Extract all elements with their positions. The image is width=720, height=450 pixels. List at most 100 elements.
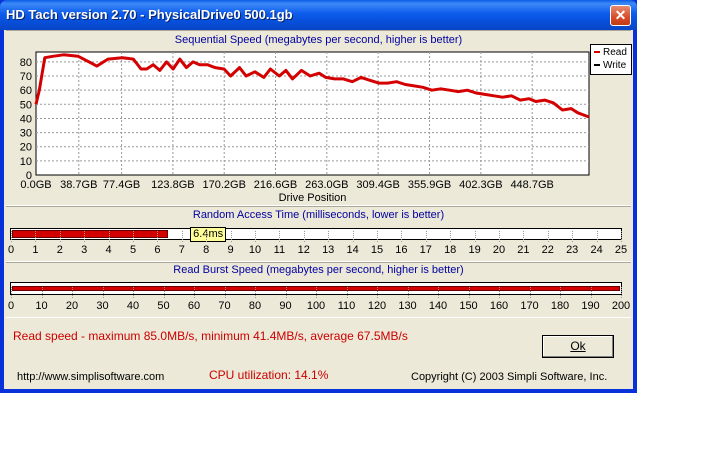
x-tick-label: 448.7GB bbox=[510, 179, 553, 191]
tick-gridline bbox=[206, 231, 208, 242]
tick-gridline bbox=[590, 287, 592, 298]
tick-label: 15 bbox=[370, 244, 384, 256]
y-tick-label: 20 bbox=[20, 142, 32, 154]
tick-label: 180 bbox=[550, 300, 570, 312]
x-tick-label: 38.7GB bbox=[60, 179, 97, 191]
tick-gridline bbox=[596, 231, 598, 242]
tick-label: 12 bbox=[297, 244, 310, 256]
random-access-value: 6.4ms bbox=[190, 227, 227, 242]
tick-label: 5 bbox=[129, 244, 137, 256]
tick-label: 21 bbox=[517, 244, 530, 256]
tick-label: 18 bbox=[444, 244, 457, 256]
tick-gridline bbox=[450, 231, 452, 242]
random-access-panel: Random Access Time (milliseconds, lower … bbox=[6, 206, 631, 262]
tick-label: 9 bbox=[227, 244, 234, 256]
y-tick-label: 70 bbox=[20, 71, 32, 83]
tick-label: 11 bbox=[273, 244, 286, 256]
close-button[interactable]: ✕ bbox=[610, 5, 631, 26]
tick-gridline bbox=[499, 287, 500, 298]
tick-gridline bbox=[468, 287, 470, 298]
x-tick-label: 355.9GB bbox=[408, 179, 451, 191]
legend-write: Write bbox=[594, 60, 626, 71]
tick-gridline bbox=[285, 287, 287, 298]
random-access-fill bbox=[12, 230, 169, 238]
y-tick-label: 0 bbox=[26, 170, 32, 182]
window-title: HD Tach version 2.70 - PhysicalDrive0 50… bbox=[6, 7, 293, 22]
tick-gridline bbox=[377, 231, 378, 242]
cpu-utilization: CPU utilization: 14.1% bbox=[209, 368, 329, 382]
y-tick-label: 50 bbox=[20, 99, 32, 111]
tick-gridline bbox=[474, 231, 476, 242]
title-bar[interactable]: HD Tach version 2.70 - PhysicalDrive0 50… bbox=[0, 0, 637, 30]
tick-gridline bbox=[328, 231, 330, 242]
tick-label: 7 bbox=[178, 244, 185, 256]
tick-label: 8 bbox=[203, 244, 210, 256]
tick-gridline bbox=[133, 231, 134, 242]
ok-button-label: Ok bbox=[570, 339, 586, 353]
sequential-panel: Sequential Speed (megabytes per second, … bbox=[6, 30, 632, 206]
tick-gridline bbox=[72, 287, 73, 298]
tick-gridline bbox=[108, 231, 110, 242]
random-access-title: Random Access Time (milliseconds, lower … bbox=[192, 209, 445, 221]
chart-legend: Read Write bbox=[590, 44, 632, 75]
tick-gridline bbox=[303, 231, 305, 242]
plot-area bbox=[35, 51, 590, 176]
tick-gridline bbox=[102, 287, 104, 298]
tick-gridline bbox=[621, 287, 622, 298]
tick-gridline bbox=[279, 231, 281, 242]
tick-gridline bbox=[316, 287, 317, 298]
tick-label: 22 bbox=[541, 244, 554, 256]
y-tick-label: 60 bbox=[20, 85, 32, 97]
tick-label: 2 bbox=[56, 244, 63, 256]
tick-label: 130 bbox=[398, 300, 417, 312]
tick-gridline bbox=[157, 231, 159, 242]
x-tick-label: 263.0GB bbox=[305, 179, 348, 191]
tick-label: 20 bbox=[492, 244, 506, 256]
tick-label: 120 bbox=[367, 300, 387, 312]
tick-label: 16 bbox=[395, 244, 408, 256]
tick-gridline bbox=[255, 287, 256, 298]
tick-label: 60 bbox=[187, 300, 201, 312]
read-speed-summary: Read speed - maximum 85.0MB/s, minimum 4… bbox=[13, 329, 408, 343]
tick-gridline bbox=[133, 287, 134, 298]
sequential-title: Sequential Speed (megabytes per second, … bbox=[174, 34, 463, 46]
burst-title: Read Burst Speed (megabytes per second, … bbox=[173, 264, 464, 276]
tick-gridline bbox=[499, 231, 500, 242]
tick-gridline bbox=[194, 287, 195, 298]
legend-write-label: Write bbox=[603, 60, 627, 71]
y-tick-label: 80 bbox=[20, 57, 32, 69]
tick-gridline bbox=[529, 287, 531, 298]
website-link[interactable]: http://www.simplisoftware.com bbox=[17, 371, 165, 383]
y-tick-label: 40 bbox=[20, 113, 32, 125]
x-tick-label: 0.0GB bbox=[20, 179, 51, 191]
tick-gridline bbox=[59, 231, 61, 242]
tick-label: 10 bbox=[35, 300, 48, 312]
tick-label: 190 bbox=[581, 300, 600, 312]
tick-gridline bbox=[346, 287, 348, 298]
tick-gridline bbox=[425, 231, 427, 242]
tick-gridline bbox=[407, 287, 409, 298]
random-access-bar bbox=[10, 228, 622, 240]
client-area: Sequential Speed (megabytes per second, … bbox=[4, 30, 633, 389]
burst-panel: Read Burst Speed (megabytes per second, … bbox=[6, 262, 631, 318]
tick-label: 24 bbox=[590, 244, 603, 256]
tick-gridline bbox=[181, 231, 183, 242]
tick-label: 110 bbox=[337, 300, 356, 312]
tick-gridline bbox=[163, 287, 165, 298]
tick-label: 50 bbox=[157, 300, 170, 312]
tick-label: 0 bbox=[7, 300, 15, 312]
tick-gridline bbox=[621, 231, 622, 242]
y-tick-label: 30 bbox=[20, 128, 32, 140]
tick-gridline bbox=[352, 231, 354, 242]
tick-gridline bbox=[377, 287, 378, 298]
tick-label: 140 bbox=[428, 300, 448, 312]
tick-label: 170 bbox=[520, 300, 539, 312]
tick-gridline bbox=[560, 287, 561, 298]
tick-label: 13 bbox=[322, 244, 335, 256]
ok-button[interactable]: Ok bbox=[542, 335, 614, 358]
tick-label: 17 bbox=[419, 244, 432, 256]
tick-label: 25 bbox=[614, 244, 628, 256]
copyright-text: Copyright (C) 2003 Simpli Software, Inc. bbox=[411, 371, 608, 383]
tick-label: 40 bbox=[126, 300, 140, 312]
tick-label: 200 bbox=[611, 300, 631, 312]
